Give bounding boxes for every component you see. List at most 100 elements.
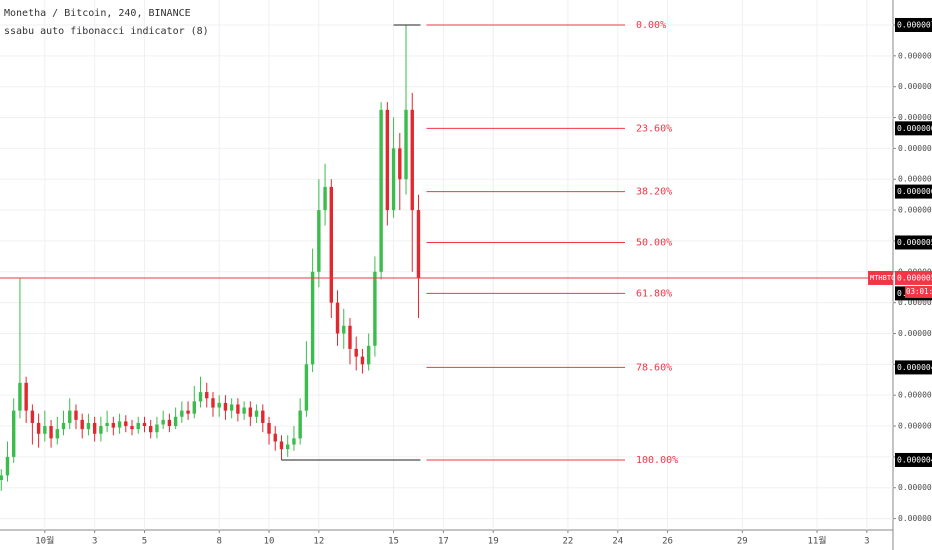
candle-body [61, 422, 66, 430]
candle-body [99, 426, 103, 434]
fib-level-label: 61.80% [636, 288, 672, 299]
fib-level-label: 38.20% [636, 187, 672, 198]
fib-level-label: 50.00% [636, 237, 672, 248]
candle-body [292, 438, 296, 445]
fib-price-label: 0.00000438 [897, 455, 932, 464]
candle-body [242, 407, 246, 414]
y-tick-label: 0.00000600 [898, 206, 932, 215]
fib-level-label: 100.00% [636, 455, 678, 466]
candle-body [18, 382, 22, 411]
candle-body [205, 392, 209, 399]
candle-body [55, 429, 59, 439]
candle-body [217, 402, 221, 408]
candle-body [12, 410, 16, 457]
candle-body [49, 426, 53, 439]
x-tick-label: 24 [612, 537, 623, 547]
candle-body [149, 426, 153, 433]
symbol-badge [868, 270, 893, 285]
candle-body [348, 325, 352, 349]
candle-body [117, 421, 122, 428]
symbol-label: MTHBTC [870, 274, 895, 282]
candle-body [105, 422, 109, 427]
candle-body [43, 426, 47, 434]
candle-body [211, 398, 215, 408]
candle-body [342, 325, 346, 334]
candle-body [142, 422, 147, 427]
fib-price-label: 0.00000720 [897, 20, 932, 29]
candle-body [36, 422, 41, 434]
candle-body [180, 410, 184, 417]
candle-body [30, 410, 35, 423]
candle-body [261, 410, 265, 423]
candle-body [68, 410, 72, 423]
candle-body [304, 364, 309, 411]
candle-body [379, 109, 383, 272]
candle-body [298, 410, 302, 439]
candle-body [80, 419, 84, 430]
candle-body [24, 382, 28, 411]
candle-body [317, 210, 321, 272]
candle-body [366, 345, 371, 365]
x-tick-label: 17 [438, 537, 449, 547]
fib-price-badge [895, 184, 932, 199]
candle-body [310, 271, 315, 365]
x-tick-label: 15 [388, 537, 399, 547]
candle-body [279, 441, 284, 450]
x-tick-label: 29 [737, 537, 748, 547]
y-tick-label: 0.00000640 [898, 144, 932, 153]
candle-body [236, 404, 240, 414]
x-tick-label: 5 [142, 537, 147, 547]
last-price-label: 0.00000556 [897, 273, 932, 282]
y-tick-label: 0.00000700 [898, 51, 932, 60]
candle-body [74, 410, 78, 420]
candle-body [198, 392, 203, 402]
x-tick-label: 12 [313, 537, 324, 547]
candle-body [329, 186, 333, 303]
fib-price-label: 0.00000612 [897, 187, 932, 196]
countdown-badge [905, 285, 932, 298]
candle-body [173, 416, 178, 427]
y-tick-label: 0.00000520 [898, 329, 932, 338]
fib-price-badge [895, 17, 932, 32]
candle-body [86, 422, 91, 430]
x-tick-label: 10 [264, 537, 275, 547]
candle-body [398, 148, 402, 180]
fib-price-badge [895, 121, 932, 136]
fib-level-label: 78.60% [636, 362, 672, 373]
candle-body [155, 424, 159, 433]
candle-body [385, 109, 390, 211]
candle-body [167, 419, 172, 427]
candle-body [161, 419, 165, 425]
chart-title: Monetha / Bitcoin, 240, BINANCE [4, 8, 191, 19]
x-tick-label: 22 [563, 537, 574, 547]
fib-price-label: 0.00000653 [897, 124, 932, 133]
x-tick-label: 11월 [807, 535, 826, 547]
y-tick-label: 0.00000660 [898, 113, 932, 122]
x-tick-label: 8 [216, 537, 221, 547]
fib-price-badge [895, 360, 932, 375]
y-tick-label: 0.00000420 [898, 483, 932, 492]
candle-body [223, 402, 228, 411]
candle-body [254, 410, 259, 417]
x-tick-label: 3 [864, 537, 869, 547]
candle-body [410, 109, 414, 211]
y-tick-label: 0.00000400 [898, 514, 932, 523]
y-tick-label: 0.00000480 [898, 391, 932, 400]
y-tick-label: 0.00000460 [898, 422, 932, 431]
x-tick-label: 26 [662, 537, 673, 547]
fib-price-badge [895, 452, 932, 467]
candle-body [186, 410, 190, 414]
y-tick-label: 0.00000680 [898, 82, 932, 91]
x-tick-label: 19 [488, 537, 499, 547]
candle-body [354, 348, 358, 357]
candle-body [391, 148, 396, 211]
candle-body [248, 407, 253, 417]
fib-price-label: 0.00000498 [897, 363, 932, 372]
fib-price-badge [895, 235, 932, 250]
indicator-name: ssabu auto fibonacci indicator (8) [4, 26, 209, 37]
candle-body [335, 302, 340, 334]
candle-body [373, 271, 377, 346]
candle-body [416, 210, 421, 278]
